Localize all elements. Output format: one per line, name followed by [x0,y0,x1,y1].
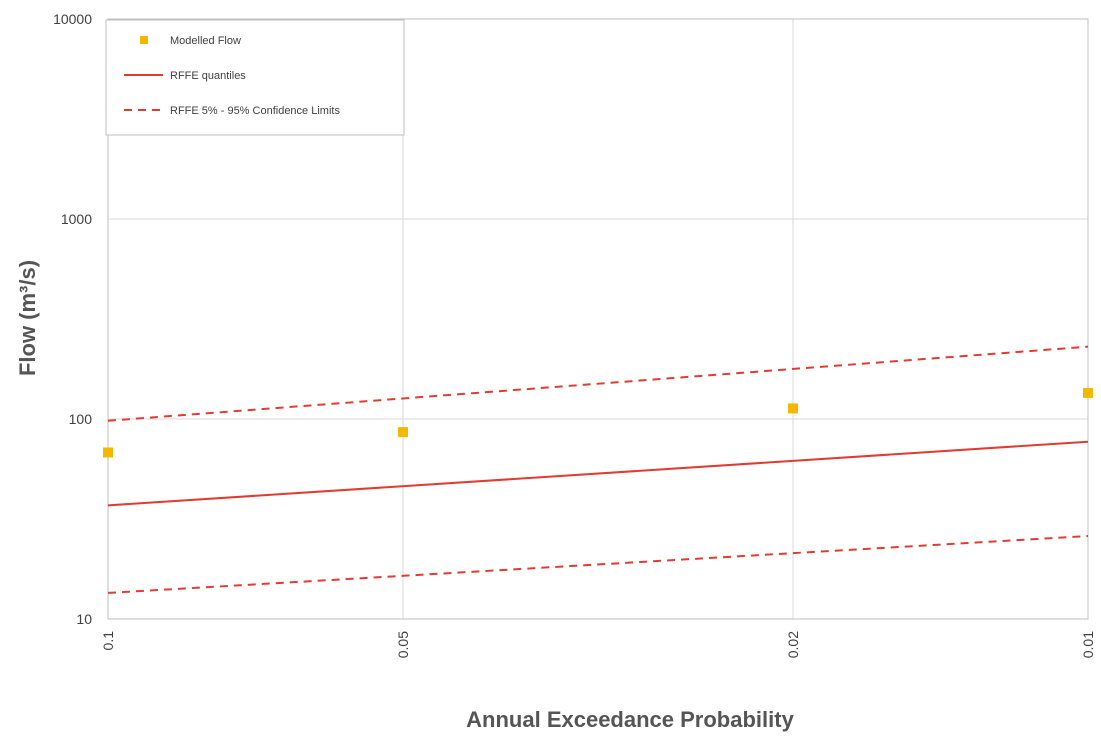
confidence-limit-line [107,345,1089,422]
legend-label: Modelled Flow [170,35,241,47]
y-tick-label: 10000 [53,11,92,27]
plot-frame [107,18,1089,620]
legend-swatch-marker [140,36,148,44]
confidence-limit-line [107,535,1089,594]
rffe-quantile-line [107,440,1089,507]
y-tick-label: 1000 [61,211,92,227]
x-tick-label: 0.05 [395,631,411,658]
modelled-flow-point [398,427,409,438]
x-tick-label: 0.01 [1080,631,1096,658]
legend-label: RFFE 5% - 95% Confidence Limits [170,105,340,117]
legend: Modelled Flow RFFE quantiles RFFE 5% - 95%… [105,19,405,136]
x-tick-label: 0.02 [785,631,801,658]
y-tick-label: 10 [76,611,92,627]
legend-label: RFFE quantiles [170,70,246,82]
tick-labels: 10 100 1000 10000 0.1 0.05 0.02 0.01 [53,11,1096,658]
modelled-flow-point [103,447,113,458]
legend-box [105,19,405,136]
modelled-flow-point [1083,387,1093,398]
series-layer [103,345,1093,594]
y-tick-label: 100 [69,411,93,427]
y-axis-title: Flow (m³/s) [15,260,40,376]
plot-area-border [107,18,1089,620]
x-tick-label: 0.1 [100,631,116,651]
x-axis-title: Annual Exceedance Probability [466,707,794,732]
modelled-flow-point [787,403,798,414]
